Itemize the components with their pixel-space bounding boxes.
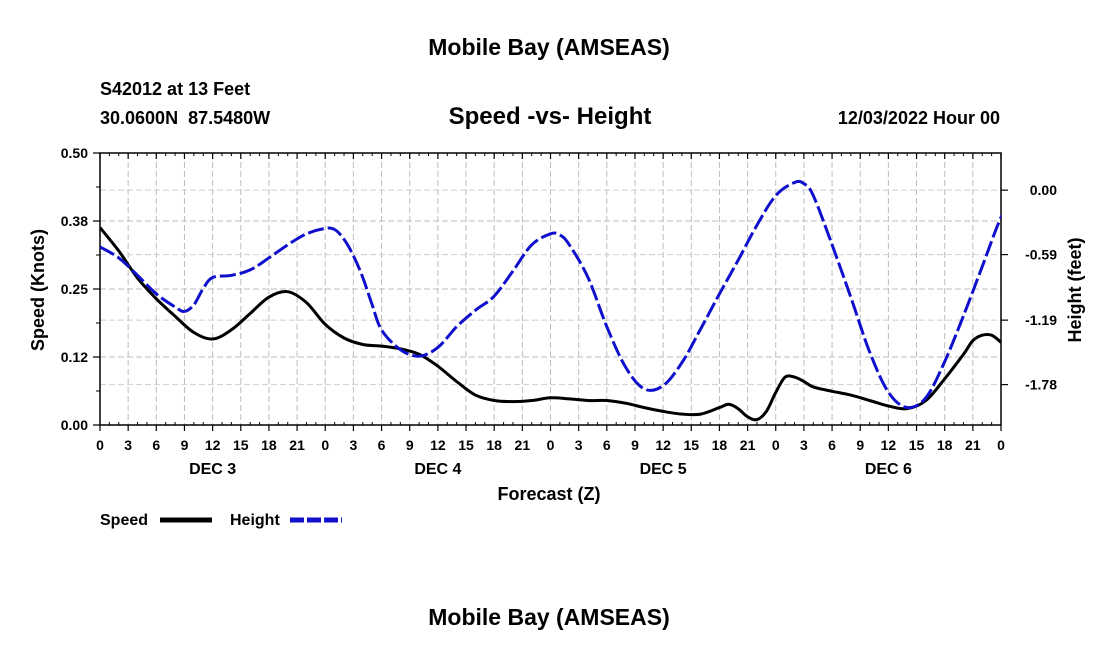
day-label: DEC 5 [640,461,687,478]
y-left-tick-label: 0.50 [61,145,88,161]
x-tick-label: 6 [378,437,386,453]
y-axis-left-title: Speed (Knots) [28,229,48,351]
station-coords: 30.0600N 87.5480W [100,108,270,128]
x-tick-label: 0 [772,437,780,453]
x-tick-label: 12 [881,437,897,453]
day-label: DEC 6 [865,461,912,478]
x-tick-label: 9 [181,437,189,453]
x-tick-label: 9 [856,437,864,453]
y-right-tick-label: -1.19 [1025,312,1057,328]
x-tick-label: 0 [547,437,555,453]
tick-labels: 0 3 6 9 12 15 18 21 0 3 6 9 12 15 18 21 0 3 6 9 12 15 18 21 0 3 6 9… [61,145,1057,478]
x-tick-label: 6 [603,437,611,453]
legend-speed-label: Speed [100,512,148,529]
x-tick-label: 15 [458,437,474,453]
footer-title: Mobile Bay (AMSEAS) [428,604,670,630]
x-tick-label: 15 [909,437,925,453]
x-tick-label: 6 [152,437,160,453]
x-tick-label: 12 [655,437,671,453]
x-tick-label: 21 [965,437,981,453]
x-tick-label: 9 [406,437,414,453]
x-tick-label: 18 [261,437,277,453]
y-left-tick-label: 0.00 [61,417,88,433]
day-label: DEC 4 [414,461,461,478]
y-right-tick-label: -0.59 [1025,247,1057,263]
page-title: Mobile Bay (AMSEAS) [428,34,670,60]
x-tick-label: 0 [96,437,104,453]
x-tick-label: 0 [321,437,329,453]
x-tick-label: 3 [124,437,132,453]
legend: Speed Height [100,512,342,529]
y-left-tick-label: 0.12 [61,349,88,365]
y-left-tick-label: 0.25 [61,281,88,297]
x-tick-label: 18 [937,437,953,453]
x-tick-label: 15 [233,437,249,453]
x-tick-label: 12 [430,437,446,453]
y-axis-right-title: Height (feet) [1065,238,1085,343]
y-right-tick-label: -1.78 [1025,377,1057,393]
y-right-tick-label: 0.00 [1030,182,1057,198]
day-label: DEC 3 [189,461,236,478]
forecast-time: 12/03/2022 Hour 00 [838,108,1000,128]
x-tick-label: 3 [350,437,358,453]
axes [93,152,1008,431]
x-tick-label: 21 [289,437,305,453]
x-axis-title: Forecast (Z) [497,484,600,504]
x-tick-label: 12 [205,437,221,453]
x-tick-label: 21 [740,437,756,453]
x-tick-label: 6 [828,437,836,453]
x-tick-label: 0 [997,437,1005,453]
x-tick-label: 15 [683,437,699,453]
legend-height-label: Height [230,512,280,529]
x-tick-label: 18 [486,437,502,453]
series-line-speed [100,226,1001,422]
x-tick-label: 9 [631,437,639,453]
y-left-tick-label: 0.38 [61,213,88,229]
x-tick-label: 18 [712,437,728,453]
x-tick-label: 3 [800,437,808,453]
series-line-height [100,179,1001,410]
chart-title: Speed -vs- Height [449,103,652,130]
x-tick-label: 21 [515,437,531,453]
station-id: S42012 at 13 Feet [100,79,250,99]
series [100,179,1001,422]
x-tick-label: 3 [575,437,583,453]
